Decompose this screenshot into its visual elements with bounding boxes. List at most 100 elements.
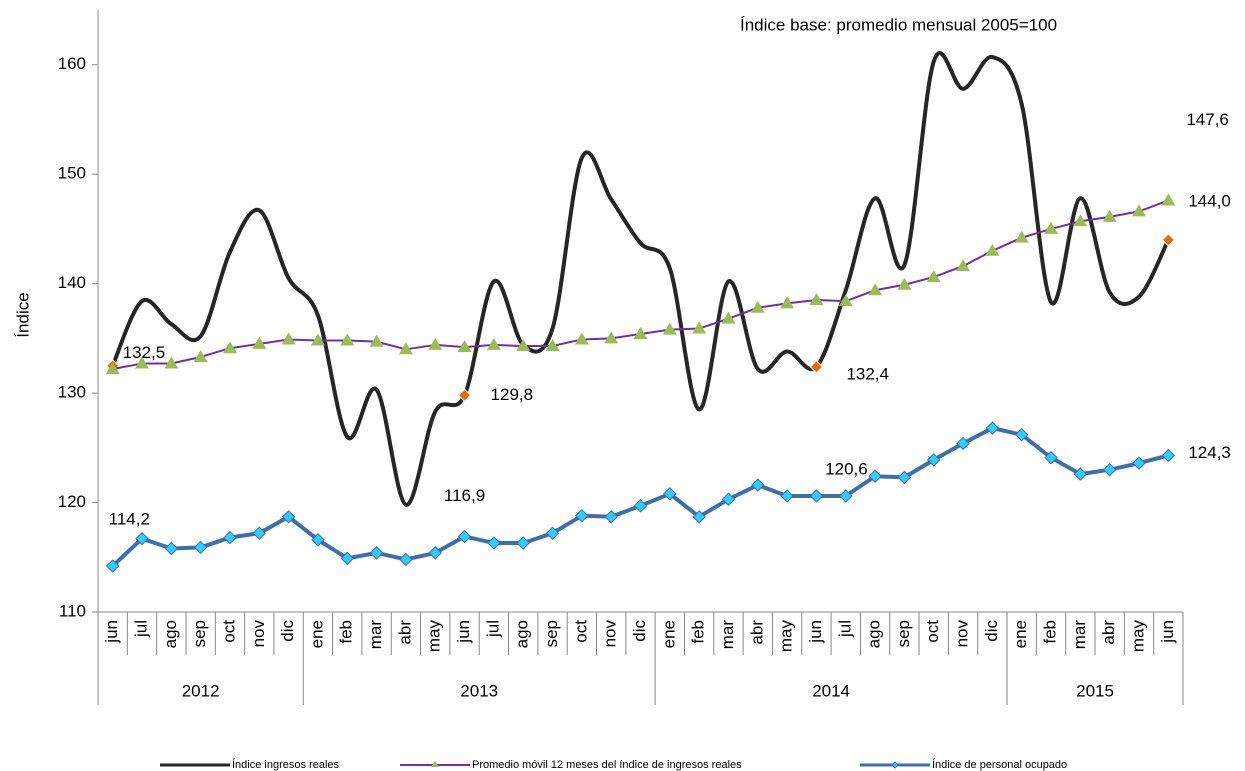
x-tick-label: jun bbox=[806, 620, 825, 644]
year-label: 2014 bbox=[812, 681, 850, 700]
legend-label: Índice de personal ocupado bbox=[932, 758, 1067, 771]
triangle-marker bbox=[868, 283, 883, 296]
triangle-marker bbox=[838, 294, 853, 307]
diamond-marker bbox=[135, 531, 149, 546]
x-tick-label: mar bbox=[1070, 620, 1089, 650]
diamond-marker bbox=[428, 546, 442, 560]
diamond-marker bbox=[633, 499, 648, 513]
triangle-marker bbox=[193, 349, 208, 362]
x-tick-label: ago bbox=[161, 620, 180, 648]
x-tick-label: ene bbox=[1011, 620, 1030, 648]
diamond-marker bbox=[516, 536, 530, 550]
diamond-marker bbox=[164, 541, 179, 556]
triangle-marker bbox=[398, 342, 413, 355]
x-tick-label: jun bbox=[1158, 620, 1177, 644]
triangle-marker bbox=[428, 337, 443, 350]
triangle-marker bbox=[164, 356, 179, 369]
x-tick-label: sep bbox=[542, 620, 561, 647]
triangle-marker bbox=[222, 341, 237, 354]
diamond-marker bbox=[809, 489, 824, 503]
triangle-marker bbox=[1102, 209, 1117, 222]
x-tick-label: nov bbox=[953, 620, 972, 648]
y-tick-label: 130 bbox=[58, 383, 86, 402]
diamond-marker bbox=[721, 492, 736, 506]
data-label: 132,5 bbox=[123, 343, 166, 362]
x-tick-label: abr bbox=[1099, 620, 1118, 645]
x-tick-label: abr bbox=[395, 620, 414, 645]
x-tick-label: feb bbox=[337, 620, 356, 644]
triangle-marker bbox=[780, 296, 795, 309]
data-label: 114,2 bbox=[109, 510, 150, 529]
diamond-marker bbox=[252, 526, 266, 540]
data-label: 147,6 bbox=[1186, 110, 1229, 129]
series-line bbox=[110, 51, 1171, 507]
x-tick-label: sep bbox=[894, 620, 913, 647]
triangle-marker bbox=[721, 311, 736, 324]
y-tick-label: 150 bbox=[58, 164, 86, 183]
year-label: 2013 bbox=[460, 681, 498, 700]
data-label: 144,0 bbox=[1188, 191, 1231, 210]
year-label: 2012 bbox=[182, 681, 220, 700]
x-tick-label: mar bbox=[718, 620, 737, 650]
triangle-marker bbox=[105, 362, 120, 375]
legend-label: Promedio móvil 12 meses del índice de in… bbox=[472, 759, 742, 771]
x-tick-label: oct bbox=[219, 620, 238, 643]
series-line bbox=[111, 426, 1169, 568]
x-tick-label: jul bbox=[131, 620, 150, 638]
triangle-marker bbox=[340, 333, 355, 346]
diamond-marker bbox=[311, 533, 325, 547]
x-tick-label: dic bbox=[982, 620, 1001, 642]
diamond-marker bbox=[809, 360, 824, 374]
x-tick-label: jun bbox=[454, 620, 473, 644]
diamond-marker bbox=[1132, 456, 1146, 470]
diamond-marker bbox=[692, 510, 706, 524]
diamond-marker bbox=[839, 489, 853, 503]
diamond-marker bbox=[369, 546, 384, 560]
diamond-marker bbox=[457, 388, 472, 402]
triangle-marker bbox=[1132, 204, 1147, 217]
x-tick-label: jul bbox=[835, 620, 854, 638]
triangle-marker bbox=[662, 322, 677, 335]
x-tick-label: dic bbox=[630, 620, 649, 642]
triangle-marker bbox=[457, 340, 472, 353]
x-tick-label: feb bbox=[689, 620, 708, 644]
diamond-marker bbox=[340, 551, 354, 566]
annotation: Índice base: promedio mensual 2005=100 bbox=[740, 15, 1057, 34]
y-tick-label: 140 bbox=[58, 273, 86, 292]
triangle-marker bbox=[310, 333, 325, 346]
y-tick-label: 110 bbox=[59, 601, 86, 620]
x-tick-label: ago bbox=[513, 620, 532, 648]
triangle-marker bbox=[252, 336, 267, 349]
data-label: 120,6 bbox=[825, 459, 868, 478]
diamond-marker bbox=[780, 489, 794, 503]
x-tick-label: mar bbox=[366, 620, 385, 650]
triangle-marker bbox=[545, 339, 560, 352]
diamond-marker bbox=[105, 559, 120, 573]
x-tick-label: abr bbox=[747, 620, 766, 645]
y-tick-label: 120 bbox=[58, 492, 86, 511]
triangle-marker bbox=[574, 332, 589, 345]
x-tick-label: dic bbox=[278, 620, 297, 642]
triangle-marker bbox=[809, 293, 824, 306]
triangle-marker bbox=[897, 277, 912, 290]
diamond-marker bbox=[1073, 467, 1088, 481]
diamond-marker bbox=[1015, 427, 1029, 442]
triangle-marker bbox=[431, 761, 439, 767]
triangle-marker bbox=[1073, 214, 1088, 227]
triangle-marker bbox=[281, 332, 296, 345]
legend-label: Índice ingresos reales bbox=[232, 758, 340, 771]
diamond-marker bbox=[868, 469, 882, 483]
x-tick-label: ene bbox=[659, 620, 678, 648]
data-label: 129,8 bbox=[491, 385, 534, 404]
x-tick-label: may bbox=[777, 620, 796, 653]
triangle-marker bbox=[369, 334, 384, 347]
data-label: 132,4 bbox=[846, 364, 889, 383]
triangle-marker bbox=[750, 300, 765, 313]
triangle-marker bbox=[1014, 230, 1029, 243]
diamond-marker bbox=[1161, 233, 1176, 247]
data-label: 124,3 bbox=[1188, 443, 1231, 462]
x-tick-label: may bbox=[1128, 620, 1147, 653]
diamond-marker bbox=[751, 478, 765, 492]
triangle-marker bbox=[1044, 221, 1059, 234]
